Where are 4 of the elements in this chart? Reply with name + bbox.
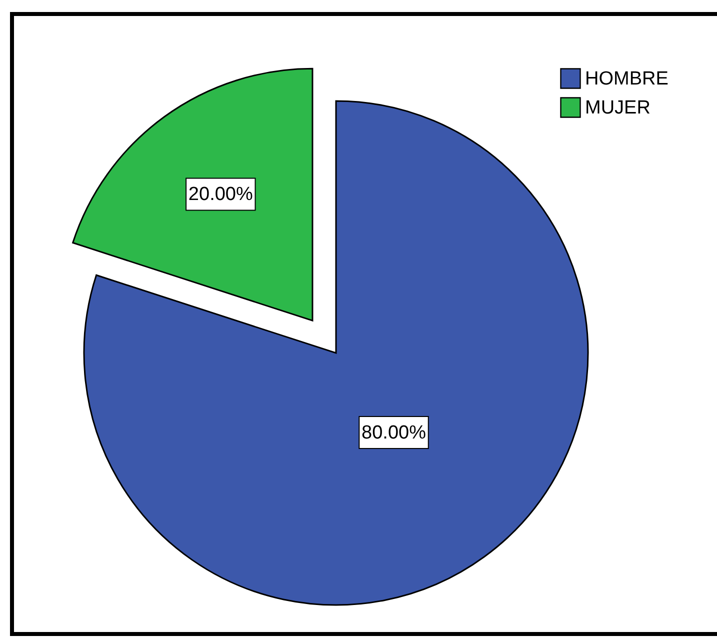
legend-label: HOMBRE	[585, 68, 668, 90]
data-label: 20.00%	[188, 184, 253, 206]
legend-label: MUJER	[585, 98, 650, 118]
data-label: 80.00%	[362, 422, 426, 444]
